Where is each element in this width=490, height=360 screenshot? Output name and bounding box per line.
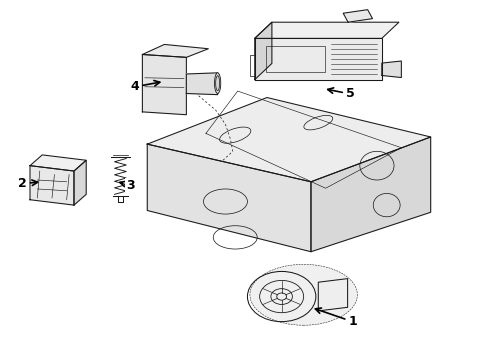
Polygon shape [147, 98, 431, 182]
Text: 3: 3 [120, 179, 134, 192]
Polygon shape [255, 22, 399, 39]
Polygon shape [255, 39, 382, 80]
Text: 1: 1 [316, 308, 357, 328]
Text: 5: 5 [328, 87, 354, 100]
Polygon shape [74, 160, 86, 205]
Polygon shape [311, 137, 431, 252]
Polygon shape [30, 155, 86, 171]
Text: 4: 4 [131, 80, 160, 93]
Ellipse shape [215, 73, 221, 94]
Polygon shape [147, 144, 311, 252]
Polygon shape [382, 61, 401, 77]
Polygon shape [318, 279, 347, 311]
Polygon shape [255, 22, 272, 80]
Polygon shape [143, 44, 208, 57]
Polygon shape [343, 10, 372, 22]
Polygon shape [30, 166, 74, 205]
Polygon shape [186, 73, 218, 95]
Ellipse shape [250, 264, 357, 325]
Polygon shape [143, 54, 186, 115]
Text: 2: 2 [18, 177, 38, 190]
